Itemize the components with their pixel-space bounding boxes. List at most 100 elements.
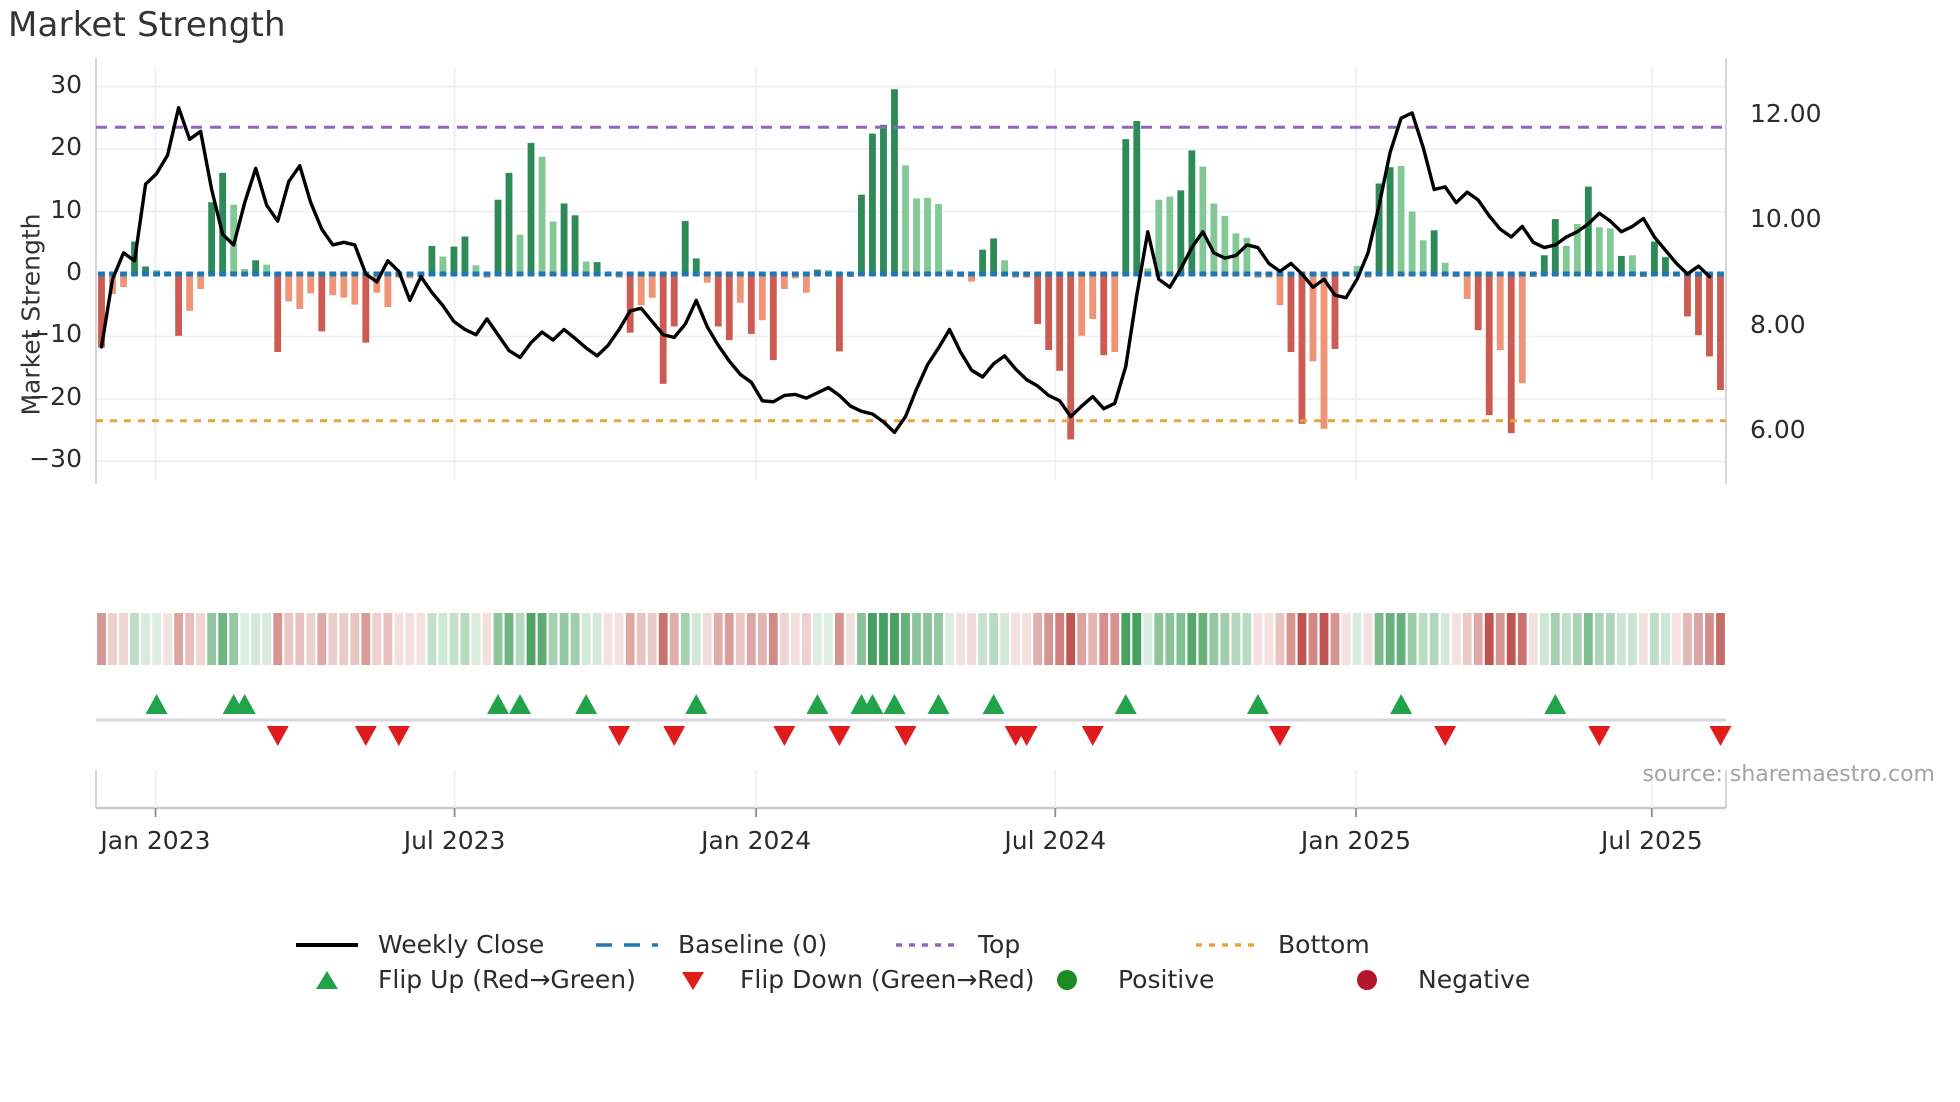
heatmap-cell <box>801 613 811 665</box>
heatmap-cell <box>1000 613 1010 665</box>
x-tick-label: Jul 2023 <box>403 826 506 855</box>
bar <box>1177 190 1185 274</box>
bar <box>197 274 205 289</box>
legend-label: Positive <box>1118 965 1215 994</box>
flip-down-marker <box>608 726 631 746</box>
bar <box>1155 199 1163 274</box>
x-tick-label: Jan 2025 <box>1300 826 1412 855</box>
baseline-marker <box>527 271 535 277</box>
bar <box>142 266 149 274</box>
legend-key <box>1330 967 1404 993</box>
heatmap-cell <box>284 613 294 665</box>
heatmap-cell <box>790 613 800 665</box>
heatmap-cell <box>1638 613 1648 665</box>
heatmap-cell <box>1672 613 1681 665</box>
legend-item[interactable]: Bottom <box>1190 930 1490 959</box>
bar <box>703 274 711 283</box>
legend-key <box>890 932 964 958</box>
bar <box>1188 150 1196 274</box>
bar <box>780 274 788 289</box>
heatmap-cell <box>835 613 844 665</box>
baseline-marker <box>1662 271 1669 277</box>
legend-item[interactable]: Flip Up (Red→Green) <box>290 965 660 994</box>
heatmap-cell <box>295 613 305 665</box>
heatmap-cell <box>196 613 206 665</box>
baseline-marker <box>1122 271 1130 277</box>
heatmap-cell <box>1462 613 1472 665</box>
legend-item[interactable]: Positive <box>1030 965 1330 994</box>
baseline-marker <box>1287 271 1295 277</box>
legend-item[interactable]: Weekly Close <box>290 930 590 959</box>
flip-down-marker <box>663 726 686 746</box>
baseline-marker <box>957 271 964 277</box>
heatmap-cell <box>1187 613 1197 665</box>
flip-up-marker <box>883 694 906 714</box>
legend-item[interactable]: Negative <box>1330 965 1630 994</box>
heatmap-cell <box>482 613 492 665</box>
heatmap-cell <box>559 613 569 665</box>
bar <box>428 245 436 274</box>
bar <box>637 274 645 306</box>
baseline-marker <box>1430 271 1438 277</box>
heatmap-cell <box>361 613 371 665</box>
baseline-marker <box>835 271 843 277</box>
baseline-marker <box>516 271 524 277</box>
baseline-marker <box>285 271 293 277</box>
bar-series <box>98 89 1724 440</box>
legend-key <box>1030 967 1104 993</box>
flip-up-marker <box>982 694 1005 714</box>
legend-key <box>660 967 726 993</box>
bar <box>362 274 370 343</box>
heatmap-cell <box>1176 613 1186 665</box>
baseline-marker <box>935 271 942 277</box>
bar <box>1353 265 1361 274</box>
flip-up-marker <box>806 694 829 714</box>
bar <box>186 274 194 311</box>
baseline-marker <box>1166 271 1174 277</box>
flip-down-marker <box>1081 726 1104 746</box>
heatmap-cell <box>229 613 239 665</box>
heatmap-cell <box>1011 613 1021 665</box>
bar <box>1309 274 1317 362</box>
heatmap-cell <box>471 613 481 665</box>
bar <box>924 197 931 274</box>
bar <box>351 274 359 305</box>
bar <box>1684 274 1691 317</box>
bar <box>1078 274 1086 336</box>
heatmap-cell <box>1683 613 1692 665</box>
baseline-marker <box>1441 271 1449 277</box>
baseline-marker <box>505 271 513 277</box>
baseline-marker <box>913 271 920 277</box>
legend-row: Flip Up (Red→Green) Flip Down (Green→Red)… <box>290 965 1690 994</box>
baseline-marker <box>109 271 116 277</box>
heatmap-cell <box>1242 613 1252 665</box>
heatmap-cell <box>879 613 888 665</box>
legend-item[interactable]: Top <box>890 930 1190 959</box>
baseline-marker <box>1463 271 1471 277</box>
heatmap-cell <box>978 613 987 665</box>
baseline-marker <box>450 271 458 277</box>
heatmap-cell <box>339 613 349 665</box>
heatmap-cell <box>1330 613 1340 665</box>
heatmap-cell <box>1319 613 1329 665</box>
bar <box>1144 268 1152 274</box>
legend-item[interactable]: Baseline (0) <box>590 930 890 959</box>
baseline-marker <box>406 271 414 277</box>
heatmap-cell <box>394 613 404 665</box>
baseline-marker <box>1023 271 1031 277</box>
baseline-marker <box>747 271 755 277</box>
baseline-marker <box>384 271 392 277</box>
baseline-marker <box>946 271 953 277</box>
bar <box>769 274 777 361</box>
baseline-marker <box>241 271 249 277</box>
bar <box>1496 274 1504 351</box>
circle-icon <box>1357 969 1377 990</box>
heatmap-cell <box>1132 613 1142 665</box>
heatmap-cell <box>989 613 999 665</box>
baseline-marker <box>758 271 766 277</box>
bar <box>1122 139 1130 274</box>
legend-item[interactable]: Flip Down (Green→Red) <box>660 965 1035 994</box>
baseline-marker <box>1584 271 1592 277</box>
legend-label: Flip Down (Green→Red) <box>740 965 1035 994</box>
